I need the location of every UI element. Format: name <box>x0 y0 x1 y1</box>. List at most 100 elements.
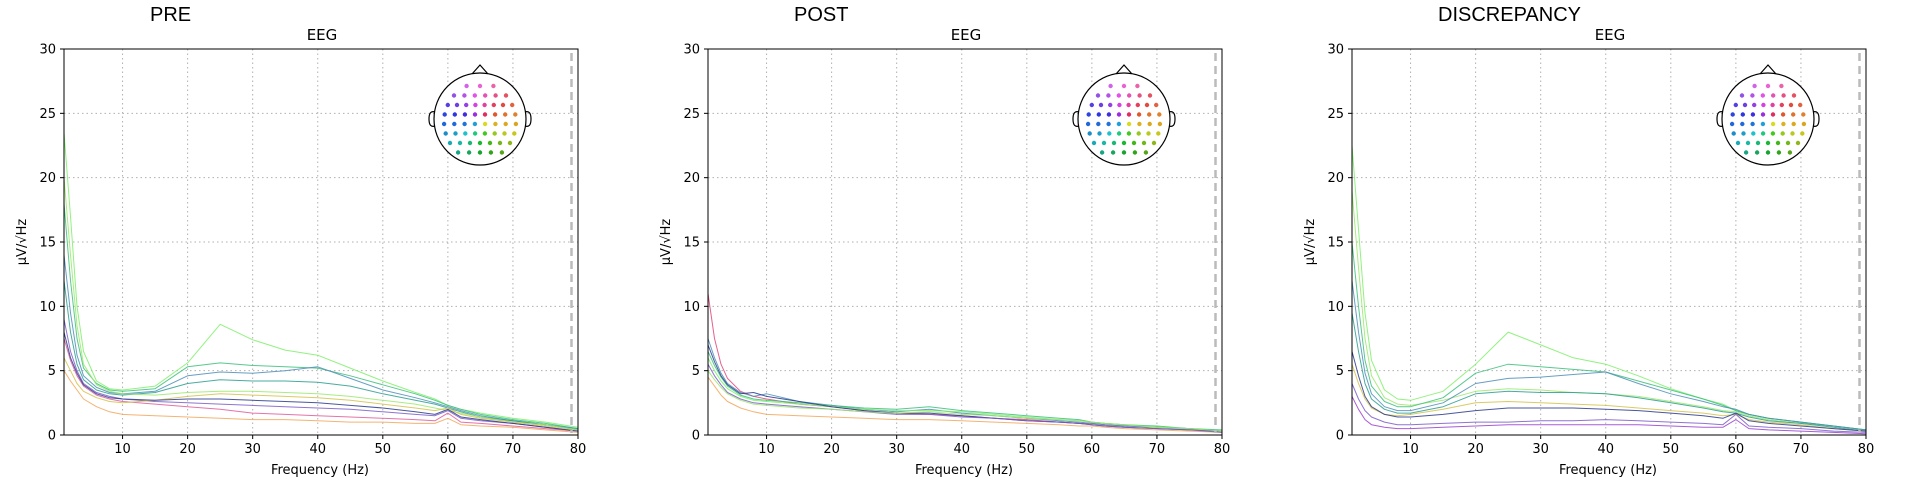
y-tick-label: 5 <box>1336 364 1344 379</box>
series-line <box>707 363 1223 433</box>
sensor-dot <box>1147 93 1153 98</box>
sensor-dot <box>1743 150 1749 155</box>
sensor-dot <box>1735 140 1741 146</box>
sensor-dot <box>472 112 478 117</box>
sensor-dot <box>462 112 468 117</box>
sensor-dot <box>1091 140 1097 146</box>
sensor-dot <box>1095 93 1101 98</box>
x-tick-label: 10 <box>114 442 131 457</box>
x-tick-label: 60 <box>1084 442 1101 457</box>
sensor-layout-inset <box>428 64 532 166</box>
psd-plot-area: 10 20 30 40 50 60 70 80 0 5 10 15 20 25 30 <box>39 43 586 458</box>
sensor-dot <box>1137 93 1142 98</box>
sensor-dot <box>1126 102 1131 108</box>
y-axis-label: μV/√Hz <box>1303 219 1318 266</box>
sensor-dot <box>455 150 461 155</box>
y-tick-label: 10 <box>1327 300 1344 315</box>
sensor-dot <box>442 112 447 117</box>
sensor-dot <box>1751 131 1756 136</box>
sensor-dot <box>482 112 488 117</box>
y-tick-label: 0 <box>48 429 56 444</box>
sensor-dot <box>466 150 472 155</box>
sensor-dot <box>503 112 508 117</box>
sensor-dot <box>1121 150 1127 155</box>
sensor-dot <box>1781 121 1786 127</box>
sensor-dot <box>1750 112 1756 117</box>
sensor-dot <box>1740 112 1746 117</box>
sensor-dot <box>1110 150 1116 155</box>
sensor-dot <box>503 121 508 127</box>
sensor-dot <box>482 131 488 136</box>
sensor-dot <box>477 140 483 146</box>
sensor-dot <box>1147 112 1152 117</box>
panel-pre: PRE EEG Frequency (Hz) μV/√Hz 10 20 30 40 50… <box>15 4 586 478</box>
sensor-dot <box>488 150 494 155</box>
panel-discrepancy: DISCREPANCY EEG Frequency (Hz) μV/√Hz 10… <box>1303 4 1874 478</box>
series-line <box>63 254 579 430</box>
sensor-dot <box>1800 131 1805 136</box>
sensor-dot <box>510 102 515 108</box>
sensor-dot <box>1731 131 1736 136</box>
nose-outline <box>1115 64 1133 75</box>
sensor-dot <box>1136 112 1142 117</box>
sensor-dot <box>1108 83 1113 89</box>
x-axis-label: Frequency (Hz) <box>1559 463 1657 478</box>
sensor-dot <box>462 121 467 127</box>
sensor-dot <box>454 102 460 108</box>
left-ear-outline <box>428 111 436 127</box>
sensor-dot <box>472 121 478 127</box>
right-ear-outline <box>1168 111 1176 127</box>
sensor-dot <box>491 102 496 108</box>
sensor-dot <box>1107 131 1112 136</box>
sensor-dot <box>1779 83 1784 89</box>
series-line <box>1351 145 1867 431</box>
sensor-dot <box>1154 102 1159 108</box>
sensor-dot <box>1760 121 1766 127</box>
sensor-dot <box>503 93 509 98</box>
series-line <box>1351 280 1867 431</box>
sensor-dot <box>493 93 498 98</box>
sensor-dot <box>1126 121 1132 127</box>
sensor-dot <box>1755 140 1761 146</box>
sensor-dot <box>1770 131 1776 136</box>
sensor-dot <box>464 83 469 89</box>
sensor-dot <box>1099 150 1105 155</box>
y-axis-label: μV/√Hz <box>15 219 30 266</box>
x-tick-label: 30 <box>1532 442 1549 457</box>
y-tick-label: 10 <box>683 300 700 315</box>
panel-title: POST <box>794 4 848 26</box>
x-tick-label: 60 <box>1728 442 1745 457</box>
sensor-layout-inset <box>1072 64 1176 166</box>
series-line <box>63 338 579 432</box>
sensor-dot <box>457 140 463 146</box>
x-tick-label: 50 <box>1663 442 1680 457</box>
x-tick-label: 60 <box>440 442 457 457</box>
y-tick-label: 5 <box>48 364 56 379</box>
sensor-dot <box>1116 93 1122 98</box>
sensor-dot <box>462 93 467 98</box>
y-tick-label: 30 <box>39 43 56 58</box>
series-line <box>707 351 1223 431</box>
y-tick-label: 15 <box>39 236 56 251</box>
sensor-dot <box>1801 121 1807 127</box>
x-axis-label: Frequency (Hz) <box>915 463 1013 478</box>
sensor-dot <box>1101 140 1107 146</box>
sensor-dot <box>1147 121 1152 127</box>
sensor-dot <box>1790 131 1795 136</box>
sensor-dot <box>443 131 448 136</box>
y-tick-label: 15 <box>683 236 700 251</box>
x-tick-label: 40 <box>953 442 970 457</box>
head-outline <box>433 72 527 166</box>
sensor-dot <box>1798 102 1803 108</box>
sensor-dot <box>1765 140 1771 146</box>
sensor-dot <box>513 112 518 117</box>
sensor-dot <box>441 121 447 127</box>
series-line <box>707 338 1223 432</box>
sensor-dot <box>1151 140 1157 146</box>
sensor-dot <box>1770 102 1775 108</box>
sensor-dot <box>1089 102 1095 108</box>
sensor-dot <box>1096 112 1102 117</box>
sensor-dot <box>1116 131 1122 136</box>
series-line <box>63 177 579 431</box>
sensor-dot <box>1760 131 1766 136</box>
